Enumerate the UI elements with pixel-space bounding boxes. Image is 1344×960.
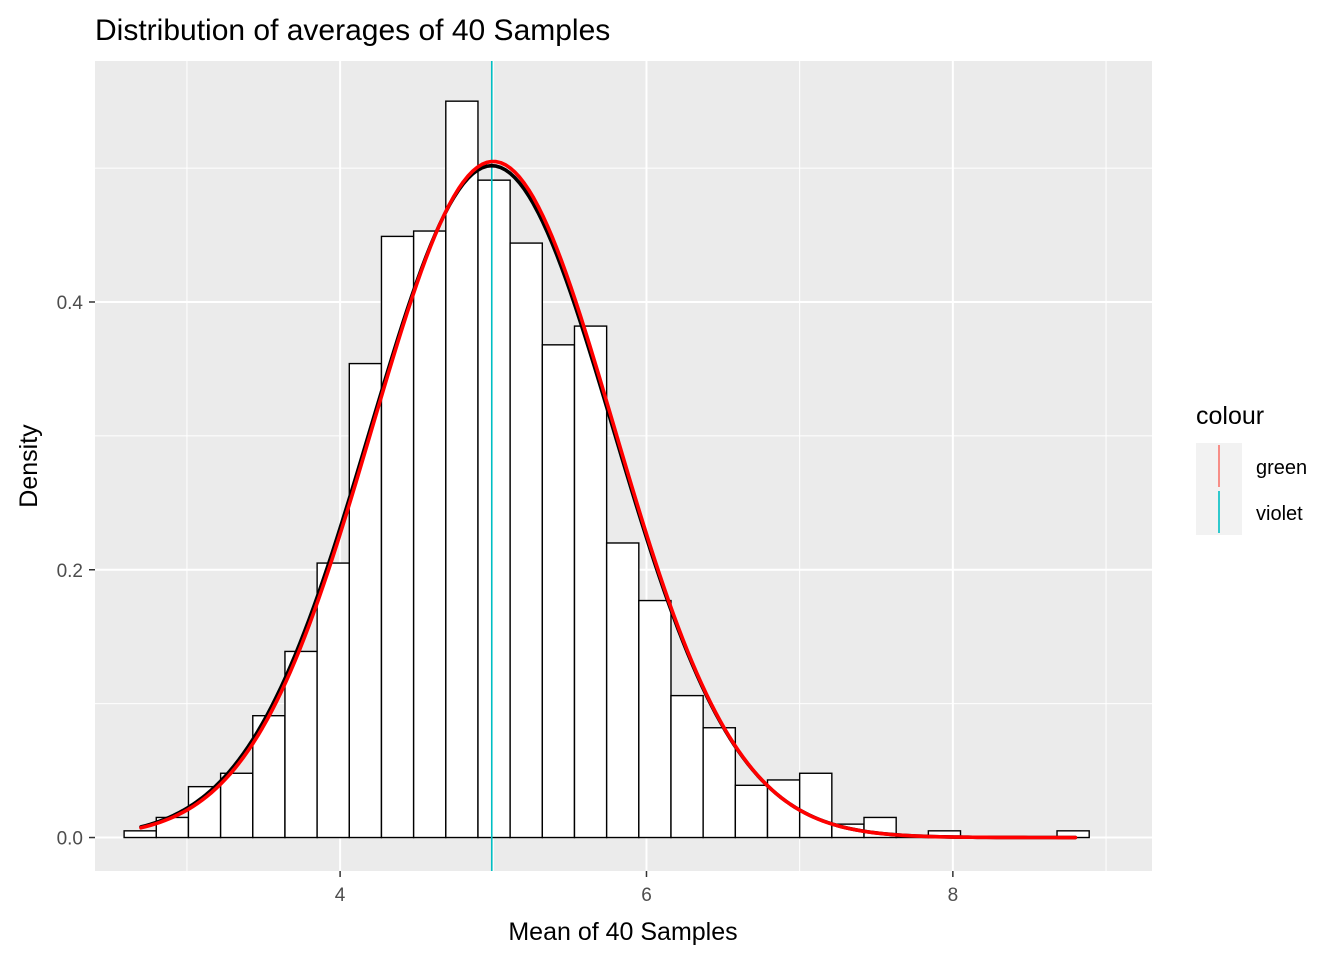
legend-title: colour	[1196, 402, 1264, 430]
density-curves	[139, 159, 1078, 840]
histogram-bar	[219, 772, 254, 839]
legend-label: green	[1256, 457, 1307, 479]
histogram-bar	[670, 694, 704, 839]
histogram-bar	[316, 562, 350, 839]
histogram-bar	[509, 242, 544, 839]
x-axis: 4 6 8	[335, 871, 958, 906]
histogram-bar	[541, 344, 576, 839]
density-curve	[139, 159, 1078, 840]
histogram-bar	[412, 230, 447, 839]
x-axis-title: Mean of 40 Samples	[508, 918, 737, 946]
legend: colour green violet	[1196, 402, 1307, 535]
histogram-bar	[477, 179, 511, 839]
chart-title: Distribution of averages of 40 Samples	[95, 14, 610, 47]
x-tick-label: 6	[641, 885, 652, 906]
histogram-bar	[605, 542, 640, 839]
histogram-bar	[702, 727, 737, 839]
y-axis-title: Density	[15, 424, 43, 508]
histogram-bar	[638, 599, 672, 839]
histogram-bar	[734, 784, 769, 839]
histogram-bar	[573, 325, 608, 839]
histogram-bar	[445, 100, 479, 839]
histogram-bar	[798, 772, 833, 839]
legend-entries: green violet	[1196, 443, 1307, 535]
x-tick-label: 8	[948, 885, 959, 906]
y-tick-label: 0.2	[57, 561, 83, 582]
histogram-bar	[123, 830, 157, 839]
plot-panel	[95, 61, 1152, 871]
y-tick-label: 0.4	[57, 293, 84, 314]
histogram-bar	[284, 650, 318, 839]
legend-label: violet	[1256, 503, 1303, 525]
histogram-bar	[380, 235, 415, 839]
histogram-bar	[348, 362, 383, 839]
y-axis: 0.0 0.2 0.4	[57, 293, 95, 850]
x-tick-label: 4	[335, 885, 346, 906]
y-tick-label: 0.0	[57, 829, 83, 850]
histogram-bars	[123, 100, 1090, 839]
